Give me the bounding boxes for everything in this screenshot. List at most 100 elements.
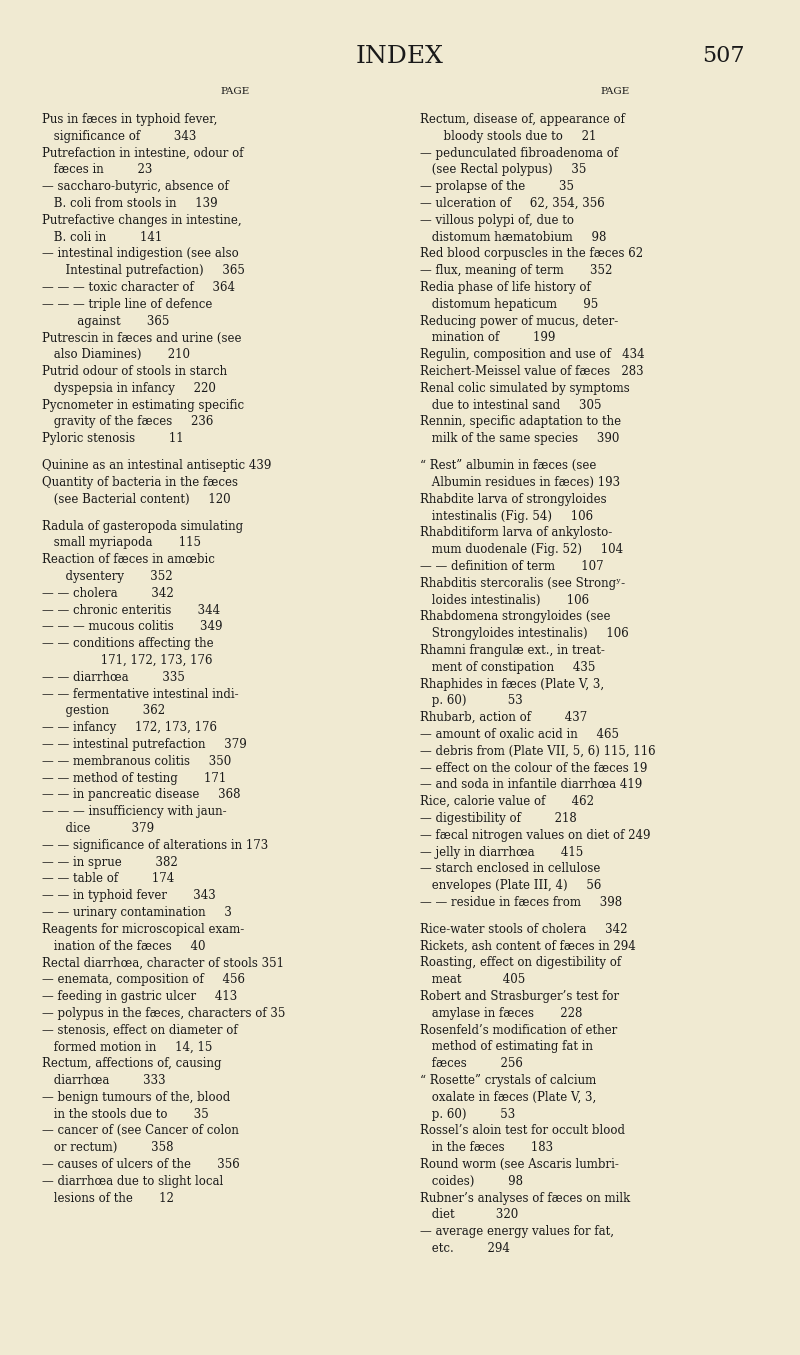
Text: (see Bacterial content)     120: (see Bacterial content) 120 xyxy=(42,493,230,505)
Text: mum duodenale (Fig. 52)     104: mum duodenale (Fig. 52) 104 xyxy=(420,543,623,556)
Text: — — chronic enteritis       344: — — chronic enteritis 344 xyxy=(42,603,220,617)
Text: — — — triple line of defence: — — — triple line of defence xyxy=(42,298,212,310)
Text: B. coli from stools in     139: B. coli from stools in 139 xyxy=(42,196,218,210)
Text: PAGE: PAGE xyxy=(220,87,250,96)
Text: — average energy values for fat,: — average energy values for fat, xyxy=(420,1225,614,1238)
Text: ination of the fæces     40: ination of the fæces 40 xyxy=(42,939,206,953)
Text: — — in pancreatic disease     368: — — in pancreatic disease 368 xyxy=(42,789,241,801)
Text: Rennin, specific adaptation to the: Rennin, specific adaptation to the xyxy=(420,416,621,428)
Text: — — — insufficiency with jaun-: — — — insufficiency with jaun- xyxy=(42,805,226,818)
Text: Red blood corpuscles in the fæces 62: Red blood corpuscles in the fæces 62 xyxy=(420,248,643,260)
Text: Reaction of fæces in amœbic: Reaction of fæces in amœbic xyxy=(42,553,215,566)
Text: — effect on the colour of the fæces 19: — effect on the colour of the fæces 19 xyxy=(420,762,647,775)
Text: dysentery       352: dysentery 352 xyxy=(42,570,173,583)
Text: (see Rectal polypus)     35: (see Rectal polypus) 35 xyxy=(420,164,586,176)
Text: — feeding in gastric ulcer     413: — feeding in gastric ulcer 413 xyxy=(42,991,238,1003)
Text: — — in sprue         382: — — in sprue 382 xyxy=(42,855,178,869)
Text: “ Rest” albumin in fæces (see: “ Rest” albumin in fæces (see xyxy=(420,459,596,472)
Text: method of estimating fat in: method of estimating fat in xyxy=(420,1041,593,1053)
Text: Rectum, affections of, causing: Rectum, affections of, causing xyxy=(42,1057,222,1070)
Text: B. coli in         141: B. coli in 141 xyxy=(42,230,162,244)
Text: Putrefactive changes in intestine,: Putrefactive changes in intestine, xyxy=(42,214,242,226)
Text: Rectal diarrhœa, character of stools 351: Rectal diarrhœa, character of stools 351 xyxy=(42,957,284,969)
Text: Pyloric stenosis         11: Pyloric stenosis 11 xyxy=(42,432,184,446)
Text: Rossel’s aloin test for occult blood: Rossel’s aloin test for occult blood xyxy=(420,1125,625,1137)
Text: meat           405: meat 405 xyxy=(420,973,526,986)
Text: — — membranous colitis     350: — — membranous colitis 350 xyxy=(42,755,231,768)
Text: — starch enclosed in cellulose: — starch enclosed in cellulose xyxy=(420,862,600,875)
Text: — jelly in diarrhœa       415: — jelly in diarrhœa 415 xyxy=(420,846,583,859)
Text: milk of the same species     390: milk of the same species 390 xyxy=(420,432,619,446)
Text: Quinine as an intestinal antiseptic 439: Quinine as an intestinal antiseptic 439 xyxy=(42,459,271,472)
Text: etc.         294: etc. 294 xyxy=(420,1243,510,1255)
Text: — amount of oxalic acid in     465: — amount of oxalic acid in 465 xyxy=(420,728,619,741)
Text: gravity of the fæces     236: gravity of the fæces 236 xyxy=(42,416,214,428)
Text: Putrescin in fæces and urine (see: Putrescin in fæces and urine (see xyxy=(42,332,242,344)
Text: Rhubarb, action of         437: Rhubarb, action of 437 xyxy=(420,711,587,724)
Text: diarrhœa         333: diarrhœa 333 xyxy=(42,1075,166,1087)
Text: amylase in fæces       228: amylase in fæces 228 xyxy=(420,1007,582,1020)
Text: Quantity of bacteria in the fæces: Quantity of bacteria in the fæces xyxy=(42,476,238,489)
Text: Pycnometer in estimating specific: Pycnometer in estimating specific xyxy=(42,398,244,412)
Text: Albumin residues in fæces) 193: Albumin residues in fæces) 193 xyxy=(420,476,620,489)
Text: Rickets, ash content of fæces in 294: Rickets, ash content of fæces in 294 xyxy=(420,939,636,953)
Text: dyspepsia in infancy     220: dyspepsia in infancy 220 xyxy=(42,382,216,394)
Text: — debris from (Plate VII, 5, 6) 115, 116: — debris from (Plate VII, 5, 6) 115, 116 xyxy=(420,745,656,757)
Text: Reagents for microscopical exam-: Reagents for microscopical exam- xyxy=(42,923,244,936)
Text: bloody stools due to     21: bloody stools due to 21 xyxy=(420,130,596,142)
Text: — prolapse of the         35: — prolapse of the 35 xyxy=(420,180,574,194)
Text: Rosenfeld’s modification of ether: Rosenfeld’s modification of ether xyxy=(420,1023,618,1037)
Text: — fæcal nitrogen values on diet of 249: — fæcal nitrogen values on diet of 249 xyxy=(420,829,650,841)
Text: — — in typhoid fever       343: — — in typhoid fever 343 xyxy=(42,889,216,902)
Text: — — residue in fæces from     398: — — residue in fæces from 398 xyxy=(420,896,622,909)
Text: due to intestinal sand     305: due to intestinal sand 305 xyxy=(420,398,602,412)
Text: or rectum)         358: or rectum) 358 xyxy=(42,1141,174,1154)
Text: — and soda in infantile diarrhœa 419: — and soda in infantile diarrhœa 419 xyxy=(420,778,642,791)
Text: — — — toxic character of     364: — — — toxic character of 364 xyxy=(42,280,235,294)
Text: Strongyloides intestinalis)     106: Strongyloides intestinalis) 106 xyxy=(420,627,629,640)
Text: — intestinal indigestion (see also: — intestinal indigestion (see also xyxy=(42,248,238,260)
Text: — — fermentative intestinal indi-: — — fermentative intestinal indi- xyxy=(42,687,238,701)
Text: 171, 172, 173, 176: 171, 172, 173, 176 xyxy=(42,654,213,667)
Text: — flux, meaning of term       352: — flux, meaning of term 352 xyxy=(420,264,612,278)
Text: Rhaphides in fæces (Plate V, 3,: Rhaphides in fæces (Plate V, 3, xyxy=(420,678,604,691)
Text: loides intestinalis)       106: loides intestinalis) 106 xyxy=(420,593,589,607)
Text: — stenosis, effect on diameter of: — stenosis, effect on diameter of xyxy=(42,1023,238,1037)
Text: Rubner’s analyses of fæces on milk: Rubner’s analyses of fæces on milk xyxy=(420,1191,630,1205)
Text: Rhabditiform larva of ankylosto-: Rhabditiform larva of ankylosto- xyxy=(420,526,612,539)
Text: gestion         362: gestion 362 xyxy=(42,705,165,717)
Text: Redia phase of life history of: Redia phase of life history of xyxy=(420,280,590,294)
Text: intestinalis (Fig. 54)     106: intestinalis (Fig. 54) 106 xyxy=(420,509,593,523)
Text: — polypus in the fæces, characters of 35: — polypus in the fæces, characters of 35 xyxy=(42,1007,286,1020)
Text: — — definition of term       107: — — definition of term 107 xyxy=(420,560,604,573)
Text: against       365: against 365 xyxy=(42,314,170,328)
Text: — villous polypi of, due to: — villous polypi of, due to xyxy=(420,214,574,226)
Text: Putrefaction in intestine, odour of: Putrefaction in intestine, odour of xyxy=(42,146,243,160)
Text: mination of         199: mination of 199 xyxy=(420,332,555,344)
Text: formed motion in     14, 15: formed motion in 14, 15 xyxy=(42,1041,212,1053)
Text: oxalate in fæces (Plate V, 3,: oxalate in fæces (Plate V, 3, xyxy=(420,1091,596,1104)
Text: PAGE: PAGE xyxy=(601,87,630,96)
Text: Rice, calorie value of       462: Rice, calorie value of 462 xyxy=(420,795,594,808)
Text: — saccharo-butyric, absence of: — saccharo-butyric, absence of xyxy=(42,180,229,194)
Text: — diarrhœa due to slight local: — diarrhœa due to slight local xyxy=(42,1175,223,1188)
Text: lesions of the       12: lesions of the 12 xyxy=(42,1191,174,1205)
Text: Rhabdite larva of strongyloides: Rhabdite larva of strongyloides xyxy=(420,493,606,505)
Text: — — cholera         342: — — cholera 342 xyxy=(42,587,174,600)
Text: — — intestinal putrefaction     379: — — intestinal putrefaction 379 xyxy=(42,738,246,751)
Text: — ulceration of     62, 354, 356: — ulceration of 62, 354, 356 xyxy=(420,196,605,210)
Text: fæces         256: fæces 256 xyxy=(420,1057,523,1070)
Text: — enemata, composition of     456: — enemata, composition of 456 xyxy=(42,973,245,986)
Text: — pedunculated fibroadenoma of: — pedunculated fibroadenoma of xyxy=(420,146,618,160)
Text: — — diarrhœa         335: — — diarrhœa 335 xyxy=(42,671,185,684)
Text: — — significance of alterations in 173: — — significance of alterations in 173 xyxy=(42,839,268,852)
Text: — — — mucous colitis       349: — — — mucous colitis 349 xyxy=(42,621,222,633)
Text: small myriapoda       115: small myriapoda 115 xyxy=(42,537,201,549)
Text: in the stools due to       35: in the stools due to 35 xyxy=(42,1107,209,1121)
Text: ment of constipation     435: ment of constipation 435 xyxy=(420,661,595,673)
Text: — digestibility of         218: — digestibility of 218 xyxy=(420,812,577,825)
Text: Renal colic simulated by symptoms: Renal colic simulated by symptoms xyxy=(420,382,630,394)
Text: — cancer of (see Cancer of colon: — cancer of (see Cancer of colon xyxy=(42,1125,239,1137)
Text: — — urinary contamination     3: — — urinary contamination 3 xyxy=(42,906,232,919)
Text: also Diamines)       210: also Diamines) 210 xyxy=(42,348,190,362)
